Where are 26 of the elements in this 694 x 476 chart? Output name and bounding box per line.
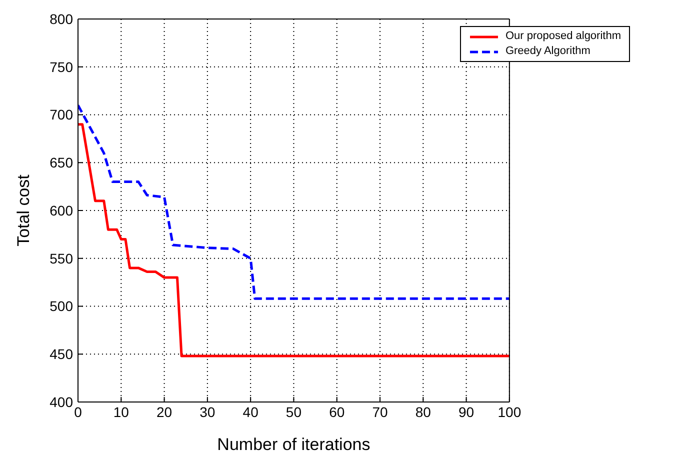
y-tick-label: 400: [50, 394, 74, 410]
legend-label: Greedy Algorithm: [505, 44, 590, 59]
x-tick-label: 90: [458, 404, 474, 420]
y-tick-label: 600: [50, 202, 74, 218]
x-tick-label: 20: [156, 404, 172, 420]
x-tick-label: 50: [286, 404, 302, 420]
legend-label: Our proposed algorithm: [505, 29, 621, 44]
x-tick-label: 60: [329, 404, 345, 420]
x-tick-label: 100: [498, 404, 522, 420]
y-axis-title: Total cost: [14, 174, 34, 246]
line-series: [78, 104, 510, 300]
y-tick-label: 750: [50, 58, 74, 75]
y-tick-label: 450: [50, 346, 74, 362]
y-tick-label: 650: [50, 154, 74, 171]
line-series: [78, 123, 510, 358]
x-tick-label: 30: [200, 404, 216, 420]
y-tick-label: 500: [50, 298, 74, 314]
x-tick-label: 70: [372, 404, 388, 420]
x-tick-label: 80: [415, 404, 432, 420]
y-tick-label: 700: [50, 106, 74, 123]
x-axis-title: Number of iterations: [217, 435, 370, 454]
y-tick-label: 800: [50, 10, 74, 27]
x-tick-label: 10: [113, 404, 130, 420]
y-tick-label: 550: [50, 250, 74, 266]
x-tick-label: 0: [74, 404, 82, 420]
x-tick-label: 40: [242, 404, 259, 420]
